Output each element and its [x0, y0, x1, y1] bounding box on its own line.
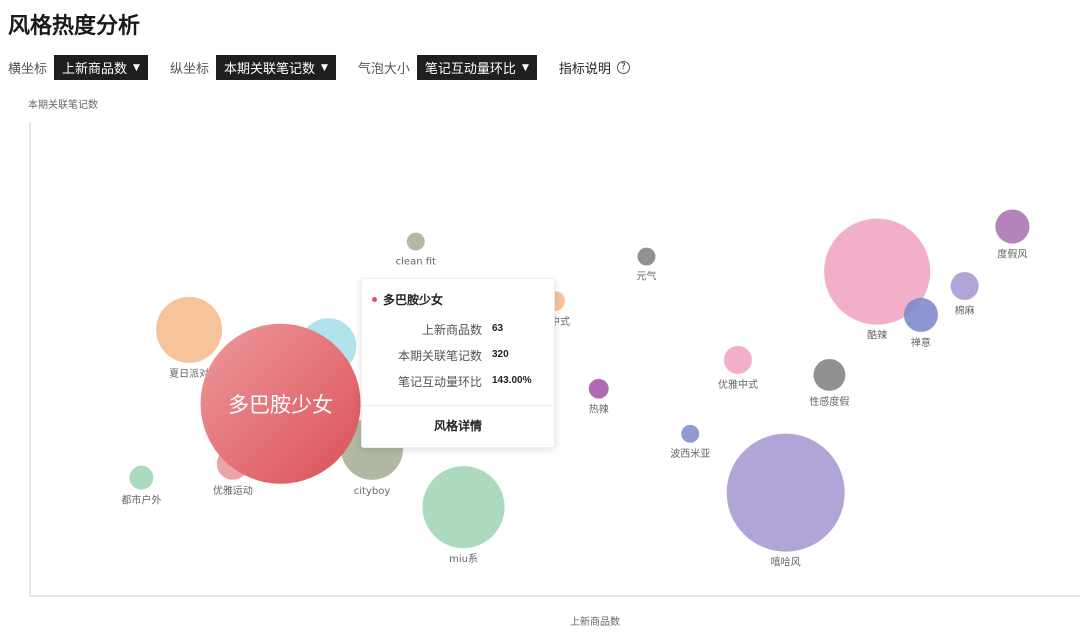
bubble-label: 元气 [636, 270, 656, 283]
x-axis-title: 上新商品数 [570, 617, 620, 628]
style-detail-button[interactable]: 风格详情 [433, 419, 482, 433]
tooltip-key: 上新商品数 [421, 323, 482, 337]
tooltip-row: 笔记互动量环比 143.00% [362, 373, 554, 390]
bubble-label: 度假风 [997, 248, 1027, 261]
tooltip-value: 320 [492, 349, 509, 360]
bubble-label: 波西米亚 [670, 447, 710, 460]
bubble-多巴胺少女[interactable] [200, 323, 361, 484]
y-axis-value: 本期关联笔记数 [223, 62, 315, 77]
bubble-禅意[interactable] [903, 297, 938, 332]
tooltip-value: 63 [492, 323, 504, 334]
bubble-性感度假[interactable] [813, 358, 846, 391]
bubble-label: 禅意 [911, 336, 931, 349]
bubble-酷辣[interactable] [824, 218, 931, 325]
x-axis-value: 上新商品数 [62, 62, 128, 77]
tooltip-key: 本期关联笔记数 [397, 349, 482, 363]
x-axis-label: 横坐标 [8, 62, 48, 77]
caret-down-icon: ▼ [133, 62, 140, 73]
bubble-size-value: 笔记互动量环比 [424, 62, 516, 77]
bubble-label: 都市户外 [121, 494, 161, 507]
bubble-label: cityboy [354, 486, 391, 497]
bubble-miu系[interactable] [422, 466, 505, 549]
y-axis-dropdown[interactable]: 本期关联笔记数 ▼ [215, 55, 336, 80]
caret-down-icon: ▼ [320, 62, 328, 73]
tooltip-key: 笔记互动量环比 [397, 375, 482, 389]
axis-controls: 横坐标 上新商品数 ▼ 纵坐标 本期关联笔记数 ▼ 气泡大小 笔记互动量环比 ▼ 指标… [8, 55, 630, 80]
y-axis-label: 纵坐标 [169, 62, 209, 77]
bubble-label: 嘻哈风 [771, 556, 801, 569]
bubble-label: miu系 [449, 553, 478, 565]
tooltip-row: 本期关联笔记数 320 [362, 347, 554, 364]
tooltip-title: 多巴胺少女 [383, 293, 444, 307]
bubble-clean fit[interactable] [406, 232, 425, 251]
bubble-label: 优雅运动 [213, 484, 253, 497]
series-dot-icon [372, 297, 377, 302]
bubble-label: 性感度假 [809, 395, 849, 408]
bubble-size-dropdown[interactable]: 笔记互动量环比 ▼ [416, 55, 537, 80]
x-axis-dropdown[interactable]: 上新商品数 ▼ [54, 55, 148, 80]
bubble-波西米亚[interactable] [681, 424, 700, 443]
bubble-优雅中式[interactable] [723, 345, 752, 374]
caret-down-icon: ▼ [521, 62, 529, 73]
bubble-label: 优雅中式 [718, 378, 758, 391]
metric-help-link[interactable]: 指标说明? [559, 58, 630, 77]
bubble-热辣[interactable] [588, 378, 609, 399]
bubble-棉麻[interactable] [950, 271, 979, 301]
tooltip-row: 上新商品数 63 [362, 321, 554, 338]
bubble-元气[interactable] [637, 247, 656, 266]
divider [362, 405, 554, 406]
bubble-度假风[interactable] [995, 209, 1030, 244]
bubble-label: 夏日派对 [169, 367, 209, 380]
bubble-tooltip: 多巴胺少女 上新商品数 63 本期关联笔记数 320 笔记互动量环比 143.00% … [361, 278, 555, 448]
bubble-label: 棉麻 [955, 304, 975, 317]
bubble-label: clean fit [396, 257, 436, 268]
bubble-都市户外[interactable] [129, 465, 154, 490]
bubble-label: 多巴胺少女 [228, 393, 333, 417]
bubble-label: 热辣 [589, 403, 609, 416]
question-circle-icon: ? [616, 61, 630, 74]
bubble-size-label: 气泡大小 [357, 62, 410, 77]
y-axis-title: 本期关联笔记数 [28, 100, 98, 111]
page-title: 风格热度分析 [8, 14, 141, 39]
bubble-嘻哈风[interactable] [726, 433, 845, 552]
bubble-label: 酷辣 [867, 329, 887, 342]
tooltip-value: 143.00% [492, 375, 532, 386]
bubble-夏日派对[interactable] [156, 296, 223, 363]
metric-help-label: 指标说明 [558, 62, 611, 77]
